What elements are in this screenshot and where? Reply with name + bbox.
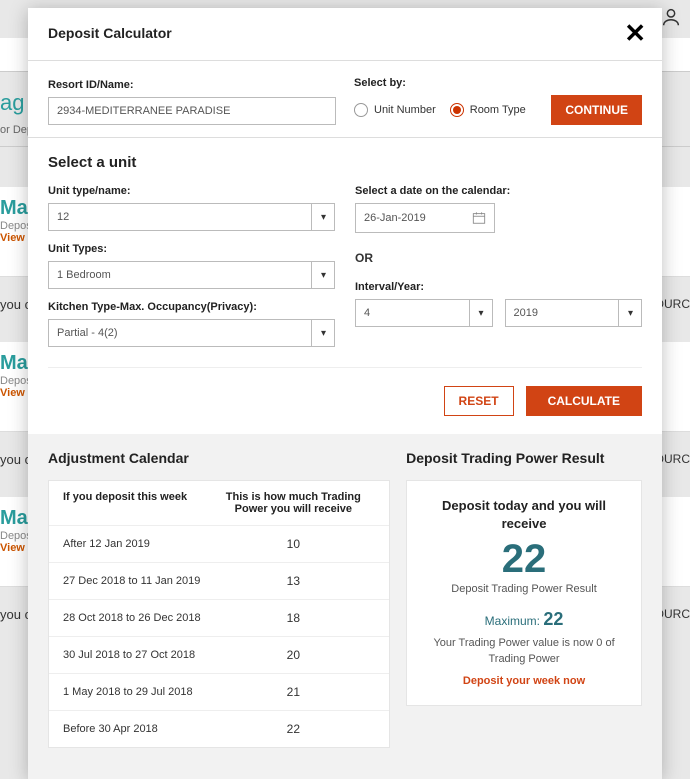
result-card: Deposit today and you will receive 22 De… <box>406 480 642 706</box>
continue-button[interactable]: CONTINUE <box>551 95 642 125</box>
result-desc: Your Trading Power value is now 0 of Tra… <box>421 636 627 667</box>
interval-label: Interval/Year: <box>355 281 642 293</box>
date-label: Select a date on the calendar: <box>355 185 642 197</box>
radio-room-type[interactable]: Room Type <box>450 103 526 117</box>
calculate-button[interactable]: CALCULATE <box>526 386 642 416</box>
modal-header: Deposit Calculator ✕ <box>28 8 662 60</box>
result-title: Deposit Trading Power Result <box>406 450 642 466</box>
reset-button[interactable]: RESET <box>444 386 514 416</box>
adjustment-title: Adjustment Calendar <box>48 450 390 466</box>
modal-title: Deposit Calculator <box>48 25 172 41</box>
result-sub: Deposit Trading Power Result <box>421 583 627 595</box>
adjustment-table: If you deposit this week This is how muc… <box>48 480 390 748</box>
table-row: 27 Dec 2018 to 11 Jan 201913 <box>49 563 389 600</box>
selectby-label: Select by: <box>354 77 642 89</box>
close-icon[interactable]: ✕ <box>624 20 646 46</box>
kitchen-select[interactable] <box>48 319 335 347</box>
user-icon <box>660 6 682 33</box>
adjustment-col2: This is how much Trading Power you will … <box>212 491 375 515</box>
unit-type-label: Unit type/name: <box>48 185 335 197</box>
select-unit-section: Select a unit Unit type/name: ▾ Unit Typ… <box>28 137 662 434</box>
calendar-icon <box>472 211 486 225</box>
kitchen-label: Kitchen Type-Max. Occupancy(Privacy): <box>48 301 335 313</box>
or-text: OR <box>355 251 642 265</box>
results-section: Adjustment Calendar If you deposit this … <box>28 434 662 779</box>
resort-section: Resort ID/Name: Select by: Unit Number R… <box>28 60 662 137</box>
table-row: 1 May 2018 to 29 Jul 201821 <box>49 674 389 711</box>
resort-input[interactable] <box>48 97 336 125</box>
year-select[interactable] <box>505 299 643 327</box>
adjustment-col1: If you deposit this week <box>63 491 212 515</box>
unit-type-select[interactable] <box>48 203 335 231</box>
unit-types-select[interactable] <box>48 261 335 289</box>
result-max: Maximum: 22 <box>421 609 627 630</box>
deposit-week-link[interactable]: Deposit your week now <box>421 675 627 687</box>
deposit-calculator-modal: Deposit Calculator ✕ Resort ID/Name: Sel… <box>28 8 662 779</box>
radio-unit-number[interactable]: Unit Number <box>354 103 436 117</box>
table-row: After 12 Jan 201910 <box>49 526 389 563</box>
table-row: 30 Jul 2018 to 27 Oct 201820 <box>49 637 389 674</box>
unit-types-label: Unit Types: <box>48 243 335 255</box>
select-unit-heading: Select a unit <box>48 154 642 171</box>
table-row: 28 Oct 2018 to 26 Dec 201818 <box>49 600 389 637</box>
result-value: 22 <box>421 537 627 581</box>
result-lead: Deposit today and you will receive <box>421 497 627 533</box>
date-picker[interactable]: 26-Jan-2019 <box>355 203 495 233</box>
table-row: Before 30 Apr 201822 <box>49 711 389 747</box>
interval-select[interactable] <box>355 299 493 327</box>
resort-label: Resort ID/Name: <box>48 79 336 91</box>
